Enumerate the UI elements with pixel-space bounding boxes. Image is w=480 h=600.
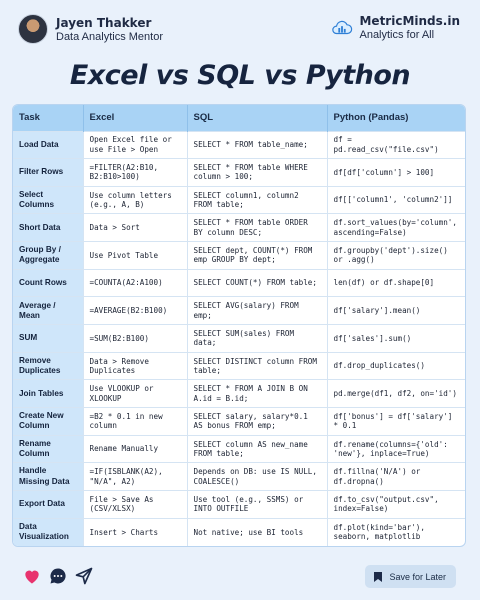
header-task: Task bbox=[13, 105, 84, 131]
cell-task: Average / Mean bbox=[13, 296, 84, 325]
cell-sql: Not native; use BI tools bbox=[187, 517, 328, 546]
brand-tagline: Analytics for All bbox=[359, 29, 435, 41]
cell-task: Join Tables bbox=[13, 379, 84, 408]
cell-task: Handle Missing Data bbox=[13, 462, 84, 491]
table-row: Group By / Aggregate Use Pivot Table SELEC… bbox=[13, 241, 465, 270]
table-row: Filter Rows =FILTER(A2:B10, B2:B10>100) SE… bbox=[13, 158, 465, 187]
comparison-table: Task Excel SQL Python (Pandas) Load Data… bbox=[12, 104, 466, 547]
cell-sql: SELECT COUNT(*) FROM table; bbox=[187, 268, 328, 297]
table-row: Join Tables Use VLOOKUP or XLOOKUP SELECT … bbox=[13, 379, 465, 408]
cell-sql: SELECT * FROM table WHERE column > 100; bbox=[187, 158, 328, 187]
cell-task: Create New Column bbox=[13, 407, 84, 436]
cell-excel: File > Save As (CSV/XLSX) bbox=[83, 490, 188, 519]
heart-icon[interactable] bbox=[22, 566, 42, 586]
cell-task: Data Visualization bbox=[13, 517, 84, 546]
cell-python: len(df) or df.shape[0] bbox=[327, 268, 465, 297]
cell-excel: =IF(ISBLANK(A2), "N/A", A2) bbox=[83, 462, 188, 491]
brand-block: MetricMinds.in Analytics for All bbox=[331, 14, 460, 41]
cell-python: df['bonus'] = df['salary'] * 0.1 bbox=[327, 407, 465, 436]
save-for-later-button[interactable]: Save for Later bbox=[365, 565, 456, 588]
cell-excel: =SUM(B2:B100) bbox=[83, 324, 188, 353]
author-avatar bbox=[18, 14, 48, 44]
author-role: Data Analytics Mentor bbox=[56, 30, 163, 43]
cell-task: Remove Duplicates bbox=[13, 351, 84, 380]
cell-sql: Use tool (e.g., SSMS) or INTO OUTFILE bbox=[187, 490, 328, 519]
header-excel: Excel bbox=[83, 105, 188, 131]
cell-sql: SELECT DISTINCT column FROM table; bbox=[187, 351, 328, 380]
cell-sql: SELECT AVG(salary) FROM emp; bbox=[187, 296, 328, 325]
cell-python: df.drop_duplicates() bbox=[327, 351, 465, 380]
table-row: Handle Missing Data =IF(ISBLANK(A2), "N/A… bbox=[13, 462, 465, 491]
cell-sql: SELECT * FROM table ORDER BY column DESC… bbox=[187, 213, 328, 242]
cell-python: df.to_csv("output.csv", index=False) bbox=[327, 490, 465, 519]
table-row: Average / Mean =AVERAGE(B2:B100) SELECT AV… bbox=[13, 296, 465, 325]
cell-python: df.sort_values(by='column', ascending=Fa… bbox=[327, 213, 465, 242]
cell-python: df[df['column'] > 100] bbox=[327, 158, 465, 187]
footer-actions: Save for Later bbox=[0, 562, 480, 592]
cell-excel: Insert > Charts bbox=[83, 517, 188, 546]
table-row: Short Data Data > Sort SELECT * FROM table… bbox=[13, 213, 465, 242]
cell-sql: SELECT * FROM table_name; bbox=[187, 130, 328, 159]
cell-task: SUM bbox=[13, 324, 84, 353]
header-python: Python (Pandas) bbox=[327, 105, 465, 131]
table-row: Load Data Open Excel file or use File > O… bbox=[13, 130, 465, 159]
author-name: Jayen Thakker bbox=[56, 15, 152, 30]
save-label: Save for Later bbox=[389, 571, 446, 582]
cell-excel: =FILTER(A2:B10, B2:B10>100) bbox=[83, 158, 188, 187]
cell-excel: Open Excel file or use File > Open bbox=[83, 130, 188, 159]
send-icon[interactable] bbox=[74, 566, 94, 586]
bookmark-icon bbox=[374, 571, 383, 582]
cell-excel: Data > Remove Duplicates bbox=[83, 351, 188, 380]
author-block: Jayen Thakker Data Analytics Mentor bbox=[18, 14, 163, 44]
cell-sql: SELECT SUM(sales) FROM data; bbox=[187, 324, 328, 353]
cell-excel: Data > Sort bbox=[83, 213, 188, 242]
cell-task: Group By / Aggregate bbox=[13, 241, 84, 270]
cell-task: Count Rows bbox=[13, 268, 84, 297]
table-header-row: Task Excel SQL Python (Pandas) bbox=[13, 105, 465, 131]
cell-python: df['salary'].mean() bbox=[327, 296, 465, 325]
brand-logo-icon bbox=[332, 20, 353, 34]
cell-excel: =AVERAGE(B2:B100) bbox=[83, 296, 188, 325]
cell-python: df.fillna('N/A') or df.dropna() bbox=[327, 462, 465, 491]
page-title: Excel vs SQL vs Python bbox=[69, 60, 411, 91]
cell-task: Export Data bbox=[13, 490, 84, 519]
cell-sql: SELECT column1, column2 FROM table; bbox=[187, 185, 328, 214]
header-sql: SQL bbox=[187, 105, 328, 131]
table-row: Select Columns Use column letters (e.g., … bbox=[13, 185, 465, 214]
table-row: SUM =SUM(B2:B100) SELECT SUM(sales) FROM d… bbox=[13, 324, 465, 353]
cell-excel: Rename Manually bbox=[83, 434, 188, 463]
cell-task: Select Columns bbox=[13, 185, 84, 214]
cell-sql: SELECT dept, COUNT(*) FROM emp GROUP BY … bbox=[187, 241, 328, 270]
cell-excel: Use column letters (e.g., A, B) bbox=[83, 185, 188, 214]
cell-python: df[['column1', 'column2']] bbox=[327, 185, 465, 214]
cell-python: df = pd.read_csv("file.csv") bbox=[327, 130, 465, 159]
cell-task: Load Data bbox=[13, 130, 84, 159]
brand-name: MetricMinds.in bbox=[359, 14, 460, 28]
table-row: Create New Column =B2 * 0.1 in new column… bbox=[13, 407, 465, 436]
table-row: Rename Column Rename Manually SELECT colum… bbox=[13, 434, 465, 463]
table-row: Count Rows =COUNTA(A2:A100) SELECT COUNT(*… bbox=[13, 268, 465, 297]
cell-sql: SELECT column AS new_name FROM table; bbox=[187, 434, 328, 463]
comment-icon[interactable] bbox=[48, 566, 68, 586]
table-row: Data Visualization Insert > Charts Not nat… bbox=[13, 517, 465, 546]
cell-task: Rename Column bbox=[13, 434, 84, 463]
cell-excel: =COUNTA(A2:A100) bbox=[83, 268, 188, 297]
cell-python: df.groupby('dept').size() or .agg() bbox=[327, 241, 465, 270]
cell-sql: Depends on DB: use IS NULL, COALESCE() bbox=[187, 462, 328, 491]
cell-python: df['sales'].sum() bbox=[327, 324, 465, 353]
cell-python: pd.merge(df1, df2, on='id') bbox=[327, 379, 465, 408]
cell-sql: SELECT salary, salary*0.1 AS bonus FROM … bbox=[187, 407, 328, 436]
cell-excel: Use Pivot Table bbox=[83, 241, 188, 270]
cell-task: Short Data bbox=[13, 213, 84, 242]
cell-excel: Use VLOOKUP or XLOOKUP bbox=[83, 379, 188, 408]
cell-python: df.rename(columns={'old': 'new'}, inplac… bbox=[327, 434, 465, 463]
table-row: Export Data File > Save As (CSV/XLSX) Use … bbox=[13, 490, 465, 519]
header: Jayen Thakker Data Analytics Mentor Metr… bbox=[14, 12, 466, 56]
cell-sql: SELECT * FROM A JOIN B ON A.id = B.id; bbox=[187, 379, 328, 408]
cell-python: df.plot(kind='bar'), seaborn, matplotlib bbox=[327, 517, 465, 546]
cell-excel: =B2 * 0.1 in new column bbox=[83, 407, 188, 436]
cell-task: Filter Rows bbox=[13, 158, 84, 187]
table-row: Remove Duplicates Data > Remove Duplicate… bbox=[13, 351, 465, 380]
